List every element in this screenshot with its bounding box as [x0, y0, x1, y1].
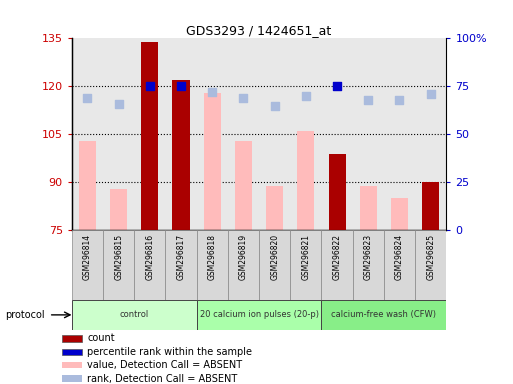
- Bar: [384, 230, 415, 300]
- Bar: [196, 300, 322, 330]
- Bar: [196, 38, 228, 230]
- Bar: [165, 230, 196, 300]
- Bar: [266, 185, 283, 230]
- Bar: [103, 38, 134, 230]
- Point: [302, 93, 310, 99]
- Bar: [62, 335, 82, 341]
- Bar: [322, 300, 446, 330]
- Bar: [353, 38, 384, 230]
- Point: [364, 97, 372, 103]
- Text: GSM296814: GSM296814: [83, 234, 92, 280]
- Text: calcium-free wash (CFW): calcium-free wash (CFW): [331, 310, 437, 319]
- Point: [427, 91, 435, 97]
- Text: GSM296824: GSM296824: [395, 234, 404, 280]
- Bar: [328, 154, 346, 230]
- Bar: [259, 38, 290, 230]
- Bar: [196, 230, 228, 300]
- Bar: [298, 131, 314, 230]
- Text: count: count: [87, 333, 115, 343]
- Text: GSM296821: GSM296821: [301, 234, 310, 280]
- Bar: [391, 199, 408, 230]
- Point: [270, 103, 279, 109]
- Point: [396, 97, 404, 103]
- Bar: [259, 230, 290, 300]
- Bar: [415, 38, 446, 230]
- Bar: [228, 38, 259, 230]
- Point: [114, 101, 123, 107]
- Text: GSM296817: GSM296817: [176, 234, 186, 280]
- Text: GSM296823: GSM296823: [364, 234, 373, 280]
- Text: percentile rank within the sample: percentile rank within the sample: [87, 347, 252, 357]
- Text: value, Detection Call = ABSENT: value, Detection Call = ABSENT: [87, 360, 242, 370]
- Point: [333, 83, 341, 89]
- Bar: [322, 38, 353, 230]
- Text: GSM296820: GSM296820: [270, 234, 279, 280]
- Point: [208, 89, 216, 95]
- Point: [146, 83, 154, 89]
- Bar: [235, 141, 252, 230]
- Text: GSM296819: GSM296819: [239, 234, 248, 280]
- Bar: [228, 230, 259, 300]
- Bar: [322, 230, 353, 300]
- Bar: [360, 185, 377, 230]
- Bar: [290, 38, 322, 230]
- Bar: [62, 362, 82, 368]
- Bar: [79, 141, 96, 230]
- Bar: [141, 41, 159, 230]
- Bar: [134, 38, 165, 230]
- Bar: [290, 230, 322, 300]
- Point: [177, 83, 185, 89]
- Text: 20 calcium ion pulses (20-p): 20 calcium ion pulses (20-p): [200, 310, 319, 319]
- Bar: [384, 38, 415, 230]
- Text: GSM296816: GSM296816: [145, 234, 154, 280]
- Bar: [165, 38, 196, 230]
- Title: GDS3293 / 1424651_at: GDS3293 / 1424651_at: [186, 24, 332, 37]
- Text: GSM296818: GSM296818: [208, 234, 217, 280]
- Bar: [204, 93, 221, 230]
- Bar: [172, 80, 190, 230]
- Text: control: control: [120, 310, 149, 319]
- Bar: [72, 300, 196, 330]
- Text: GSM296825: GSM296825: [426, 234, 435, 280]
- Text: GSM296822: GSM296822: [332, 234, 342, 280]
- Point: [240, 95, 248, 101]
- Point: [83, 95, 91, 101]
- Bar: [110, 189, 127, 230]
- Bar: [62, 349, 82, 355]
- Bar: [353, 230, 384, 300]
- Bar: [62, 376, 82, 382]
- Bar: [134, 230, 165, 300]
- Bar: [422, 182, 439, 230]
- Text: GSM296815: GSM296815: [114, 234, 123, 280]
- Bar: [103, 230, 134, 300]
- Text: protocol: protocol: [5, 310, 45, 320]
- Bar: [415, 230, 446, 300]
- Bar: [72, 38, 103, 230]
- Bar: [72, 230, 103, 300]
- Text: rank, Detection Call = ABSENT: rank, Detection Call = ABSENT: [87, 374, 238, 384]
